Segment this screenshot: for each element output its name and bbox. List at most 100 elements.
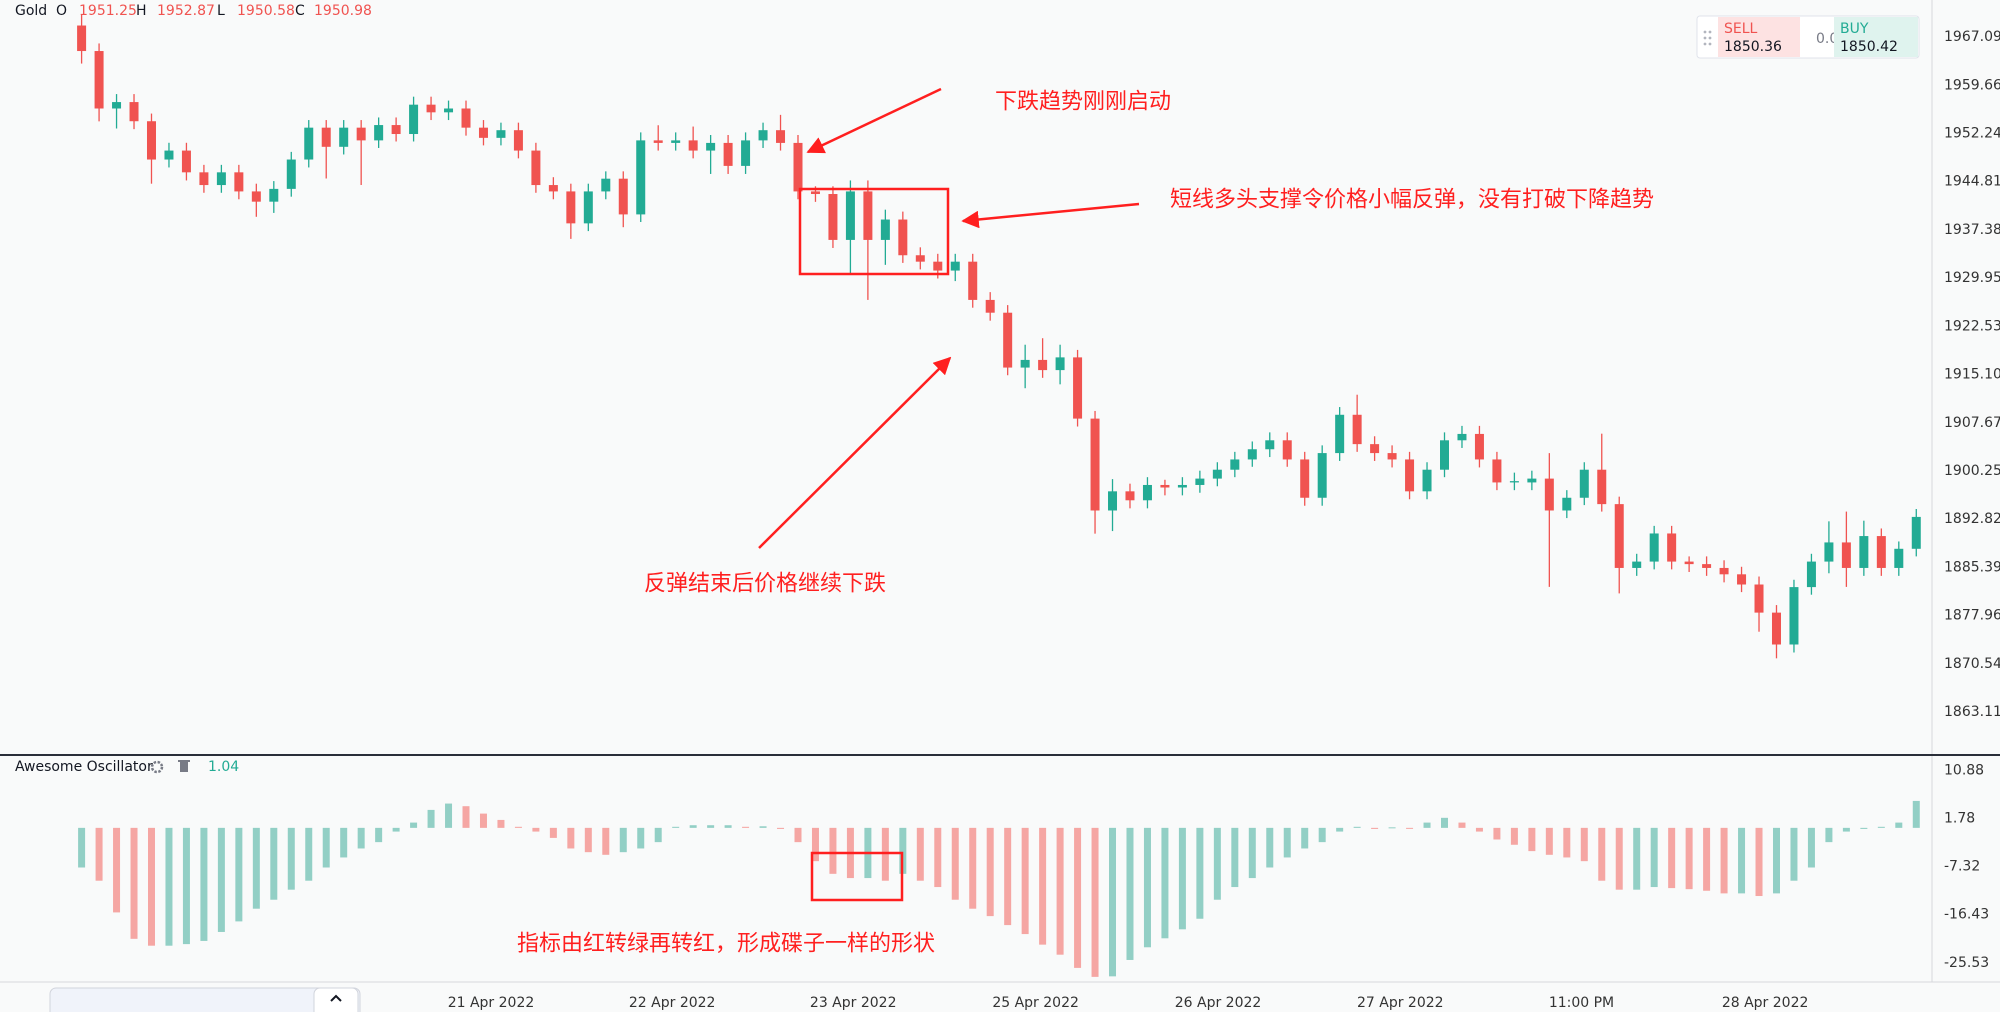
candle-body — [1649, 533, 1659, 562]
candle-body — [1597, 469, 1607, 505]
candle-body — [1841, 542, 1851, 568]
x-tick-label: 26 Apr 2022 — [1175, 995, 1262, 1011]
delete-icon[interactable] — [180, 762, 188, 772]
delete-icon-lid[interactable] — [178, 760, 190, 762]
oscillator-bar — [1231, 827, 1239, 888]
candle-body — [1282, 440, 1292, 460]
candle-body — [304, 127, 314, 160]
oscillator-bar — [1860, 827, 1868, 829]
annotation: 反弹结束后价格继续下跌 — [644, 572, 886, 597]
candle-body — [1737, 574, 1747, 585]
oscillator-bar — [1109, 827, 1117, 977]
candle-body — [1073, 357, 1083, 419]
oscillator-bar — [1336, 827, 1344, 832]
candle-body — [1771, 612, 1781, 645]
oscillator-bar — [479, 813, 487, 828]
y-tick-label: -16.43 — [1944, 907, 1989, 923]
buy-button[interactable] — [1834, 17, 1918, 57]
oscillator-bar — [410, 822, 418, 828]
candle-body — [1003, 312, 1013, 368]
x-tick-label: 28 Apr 2022 — [1722, 995, 1809, 1011]
settings-icon[interactable] — [150, 760, 164, 774]
buy-label[interactable]: BUY — [1840, 21, 1869, 37]
candle-body — [1474, 433, 1484, 460]
candle-body — [1859, 536, 1869, 568]
candle-body — [391, 125, 401, 135]
candle-body — [1038, 359, 1048, 371]
candle-body — [129, 102, 139, 122]
oscillator-bar — [794, 827, 802, 843]
oscillator-bar — [1266, 827, 1274, 868]
candle-body — [1440, 440, 1450, 470]
candle-body — [1212, 469, 1222, 479]
sell-button[interactable] — [1718, 17, 1800, 57]
oscillator-bar — [1143, 827, 1151, 948]
candle-body — [1667, 533, 1677, 562]
oscillator-bar — [1074, 827, 1082, 968]
oscillator-bar — [1196, 827, 1204, 919]
candle-body — [1317, 453, 1327, 498]
candle-body — [1702, 564, 1712, 568]
oscillator-bar — [1807, 827, 1815, 868]
oscillator-bar — [1126, 827, 1134, 960]
oscillator-bar — [1475, 827, 1483, 832]
oscillator-bar — [1406, 827, 1414, 829]
oscillator-bar — [1388, 827, 1396, 829]
sell-price[interactable]: 1850.36 — [1724, 39, 1782, 55]
candle-body — [199, 172, 209, 186]
collapse-button[interactable] — [313, 987, 359, 1012]
annotations: 下跌趋势刚刚启动 短线多头支撑令价格小幅反弹，没有打破下降趋势 反弹结束后价格继… — [517, 87, 1654, 957]
candle-body — [653, 140, 663, 143]
candle-body — [77, 25, 87, 52]
ohlc-value: 1950.98 — [314, 3, 372, 19]
candle-body — [601, 178, 611, 192]
candle-body — [688, 140, 698, 151]
y-tick-label: -25.53 — [1944, 955, 1989, 971]
candle-body — [1894, 548, 1904, 568]
candle-body — [863, 191, 873, 240]
oscillator-bar — [707, 825, 715, 828]
symbol-legend: Gold O 1951.25 H 1952.87 L 1950.58 C 195… — [15, 3, 372, 19]
sell-label[interactable]: SELL — [1724, 21, 1758, 37]
x-tick-label: 23 Apr 2022 — [810, 995, 897, 1011]
oscillator-bar — [1458, 822, 1466, 828]
oscillator-bar — [899, 827, 907, 874]
oscillator-bar — [934, 827, 942, 888]
oscillator-bar — [1755, 827, 1763, 897]
candle-body — [234, 172, 244, 192]
oscillator-bar — [724, 825, 732, 828]
buy-price[interactable]: 1850.42 — [1840, 39, 1898, 55]
symbol: Gold — [15, 3, 47, 19]
candle-body — [723, 142, 733, 166]
oscillator-bar — [130, 827, 138, 939]
indicator-title: Awesome Oscillator — [15, 759, 153, 775]
oscillator-bar — [78, 827, 86, 868]
oscillator-bar — [986, 827, 994, 917]
candle-body — [112, 102, 122, 109]
arrow — [758, 356, 952, 549]
candle-body — [1806, 561, 1816, 588]
candle-body — [1876, 536, 1886, 568]
indicator-value: 1.04 — [208, 759, 239, 775]
candle-body — [1719, 567, 1729, 575]
candle-body — [985, 299, 995, 313]
candle-body — [618, 178, 628, 215]
candle-body — [1247, 449, 1257, 460]
oscillator-bar — [462, 806, 470, 828]
y-tick-label: 1952.24 — [1944, 125, 2000, 141]
oscillator-bar — [340, 827, 348, 858]
candle-body — [1544, 478, 1554, 511]
oscillator-bar — [1825, 827, 1833, 843]
candle-body — [531, 150, 541, 186]
oscillator-bar — [1091, 827, 1099, 977]
annotation: 下跌趋势刚刚启动 — [995, 90, 1171, 115]
y-tick-label: -7.32 — [1944, 859, 1980, 875]
candle-body — [898, 219, 908, 256]
oscillator-bar — [1039, 827, 1047, 945]
collapse-icon[interactable] — [330, 994, 342, 1002]
candle-body — [1142, 484, 1152, 501]
candle-body — [321, 127, 331, 147]
highlight-box — [810, 851, 904, 902]
candle-body — [758, 130, 768, 141]
candle-body — [94, 51, 104, 109]
